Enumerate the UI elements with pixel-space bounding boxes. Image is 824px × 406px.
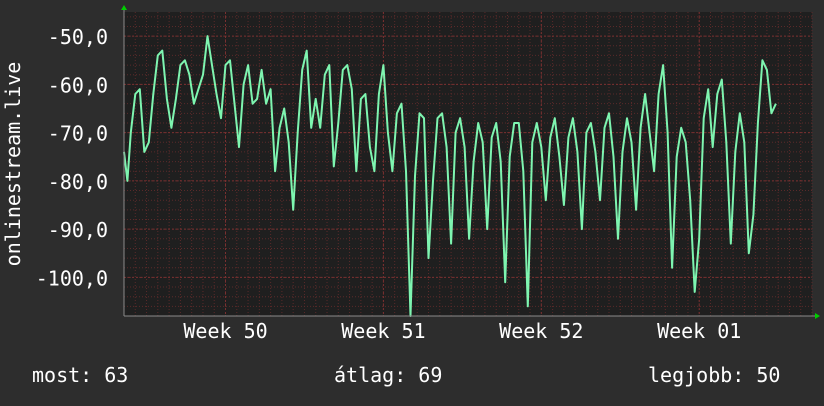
y-tick-label: -70,0 <box>48 122 108 146</box>
legend-current: most: 63 <box>32 363 128 387</box>
y-tick-label: -50,0 <box>48 25 108 49</box>
x-tick-label: Week 51 <box>341 319 425 343</box>
grid <box>123 12 813 317</box>
series-line-0 <box>123 35 777 317</box>
series-layer <box>123 35 777 317</box>
plot-area <box>124 12 812 316</box>
x-tick-label: Week 52 <box>499 319 583 343</box>
axes <box>121 5 820 319</box>
legend-average: átlag: 69 <box>334 363 442 387</box>
y-axis-arrow-icon <box>121 5 127 10</box>
x-axis-arrow-icon <box>815 313 820 319</box>
y-tick-label: -80,0 <box>48 170 108 194</box>
y-tick-label: -100,0 <box>36 266 108 290</box>
tick-labels: -100,0 -90,0 -80,0 -70,0 -60,0 -50,0 Week 50 We… <box>36 25 742 343</box>
y-tick-label: -60,0 <box>48 73 108 97</box>
legend-best: legjobb: 50 <box>648 363 780 387</box>
x-tick-label: Week 01 <box>657 319 741 343</box>
x-tick-label: Week 50 <box>183 319 267 343</box>
y-axis-title: onlinestream.live <box>1 62 25 267</box>
y-tick-label: -90,0 <box>48 218 108 242</box>
